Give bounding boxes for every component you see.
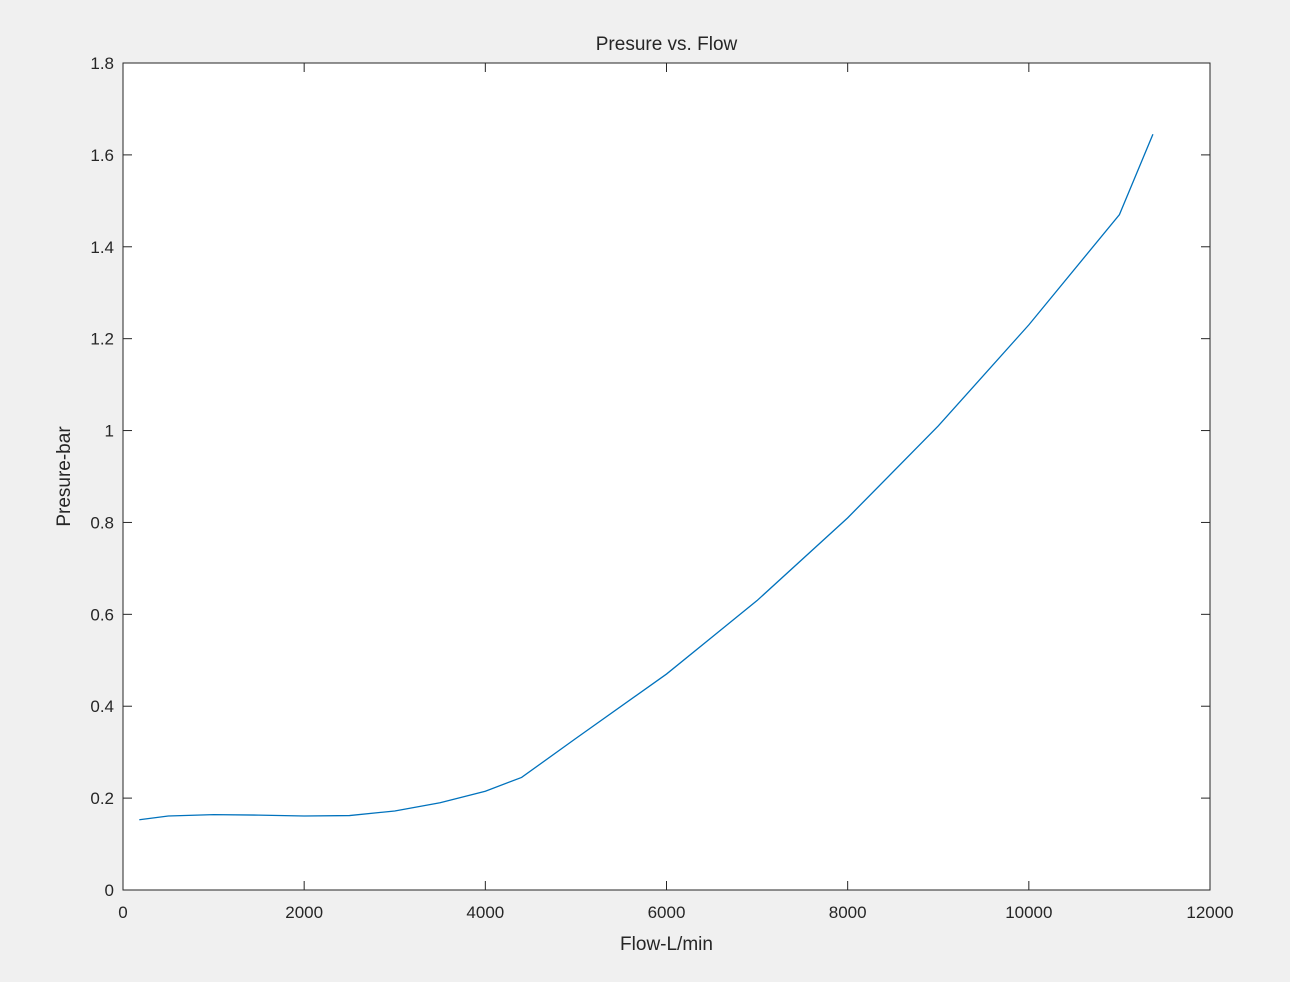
y-tick-label: 0.2 [90, 789, 114, 808]
series-line [139, 133, 1154, 821]
y-tick-label: 0.4 [90, 697, 114, 716]
axes-background [123, 63, 1210, 890]
x-tick-label: 6000 [648, 903, 686, 922]
x-tick-label: 10000 [1005, 903, 1052, 922]
y-tick-label: 0 [105, 881, 114, 900]
x-tick-label: 4000 [466, 903, 504, 922]
x-tick-label: 8000 [829, 903, 867, 922]
y-tick-label: 0.6 [90, 605, 114, 624]
y-tick-label: 1.8 [90, 54, 114, 73]
axes-box [122, 62, 1211, 891]
y-tick-label: 0.8 [90, 513, 114, 532]
y-tick-label: 1.6 [90, 146, 114, 165]
x-tick-label: 12000 [1186, 903, 1233, 922]
y-tick-label: 1.4 [90, 238, 114, 257]
y-axis-label: Presure-bar [54, 426, 75, 527]
x-tick-label: 0 [118, 903, 127, 922]
x-tick-label: 2000 [285, 903, 323, 922]
y-tick-label: 1.2 [90, 330, 114, 349]
y-tick-label: 1 [105, 422, 114, 441]
chart-title: Presure vs. Flow [596, 34, 738, 55]
x-axis-label: Flow-L/min [620, 934, 713, 955]
tick-labels: 0 2000 4000 6000 8000 10000 12000 0 0.2 0.4 0.6 0.8… [90, 54, 1233, 922]
